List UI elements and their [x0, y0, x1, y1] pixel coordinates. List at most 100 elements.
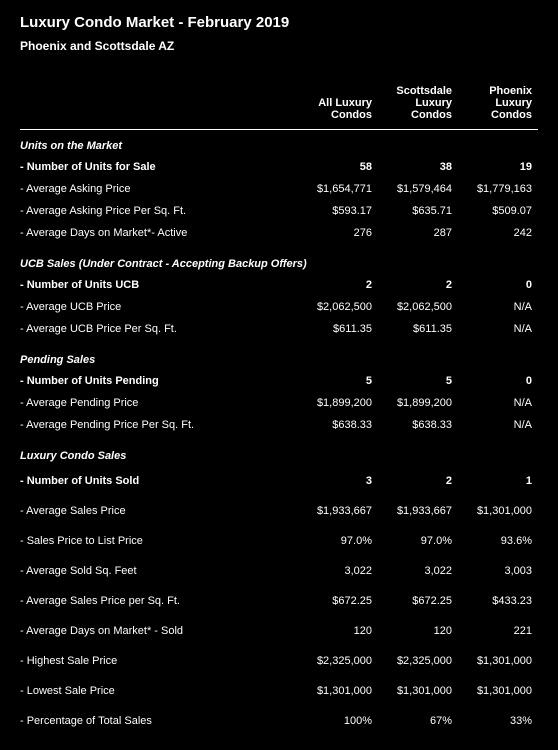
- table-row: - Average Asking Price Per Sq. Ft.$593.1…: [20, 200, 538, 222]
- cell-value: $509.07: [458, 200, 538, 222]
- row-label: - Average Asking Price: [20, 178, 298, 200]
- cell-value: $2,325,000: [378, 646, 458, 676]
- table-row: - Average Days on Market* - Sold12012022…: [20, 616, 538, 646]
- section-header: Luxury Condo Sales: [20, 436, 538, 466]
- cell-value: N/A: [458, 296, 538, 318]
- cell-value: $635.71: [378, 200, 458, 222]
- table-row: - Number of Units Sold321: [20, 466, 538, 496]
- row-label: - Number of Units UCB: [20, 274, 298, 296]
- cell-value: $2,325,000: [298, 646, 378, 676]
- table-row: - Average Pending Price Per Sq. Ft.$638.…: [20, 414, 538, 436]
- cell-value: 3,003: [458, 556, 538, 586]
- cell-value: 3,022: [378, 556, 458, 586]
- cell-value: 58: [298, 156, 378, 178]
- table-row: - Number of Units Pending550: [20, 370, 538, 392]
- cell-value: $1,779,163: [458, 178, 538, 200]
- table-row: - Average Asking Price$1,654,771$1,579,4…: [20, 178, 538, 200]
- cell-value: 242: [458, 222, 538, 244]
- cell-value: N/A: [458, 414, 538, 436]
- section-title: UCB Sales (Under Contract - Accepting Ba…: [20, 244, 538, 274]
- cell-value: $1,301,000: [378, 676, 458, 706]
- cell-value: $1,654,771: [298, 178, 378, 200]
- cell-value: $611.35: [378, 318, 458, 340]
- cell-value: $433.23: [458, 586, 538, 616]
- cell-value: 120: [298, 616, 378, 646]
- cell-value: 3,022: [298, 556, 378, 586]
- row-label: - Average Pending Price Per Sq. Ft.: [20, 414, 298, 436]
- cell-value: 19: [458, 156, 538, 178]
- cell-value: $2,062,500: [378, 296, 458, 318]
- cell-value: 97.0%: [298, 526, 378, 556]
- cell-value: $1,301,000: [458, 496, 538, 526]
- cell-value: 3: [298, 466, 378, 496]
- row-label: - Number of Units for Sale: [20, 156, 298, 178]
- cell-value: N/A: [458, 392, 538, 414]
- cell-value: $2,062,500: [298, 296, 378, 318]
- cell-value: 5: [378, 370, 458, 392]
- cell-value: 100%: [298, 706, 378, 736]
- cell-value: 5: [298, 370, 378, 392]
- cell-value: N/A: [458, 318, 538, 340]
- cell-value: 221: [458, 616, 538, 646]
- cell-value: $638.33: [298, 414, 378, 436]
- row-label: - Sales Price to List Price: [20, 526, 298, 556]
- table-row: - Average UCB Price Per Sq. Ft.$611.35$6…: [20, 318, 538, 340]
- cell-value: 0: [458, 274, 538, 296]
- column-header: Scottsdale Luxury Condos: [378, 81, 458, 130]
- row-label: - Lowest Sale Price: [20, 676, 298, 706]
- column-header: All Luxury Condos: [298, 81, 378, 130]
- row-label: - Average Sales Price: [20, 496, 298, 526]
- cell-value: 2: [298, 274, 378, 296]
- table-row: - Average UCB Price$2,062,500$2,062,500N…: [20, 296, 538, 318]
- page-title: Luxury Condo Market - February 2019: [20, 14, 538, 31]
- cell-value: 120: [378, 616, 458, 646]
- table-header-row: All Luxury Condos Scottsdale Luxury Cond…: [20, 81, 538, 130]
- table-row: - Percentage of Total Sales100%67%33%: [20, 706, 538, 736]
- table-row: - Average Sales Price$1,933,667$1,933,66…: [20, 496, 538, 526]
- cell-value: 67%: [378, 706, 458, 736]
- cell-value: $1,301,000: [298, 676, 378, 706]
- table-row: - Lowest Sale Price$1,301,000$1,301,000$…: [20, 676, 538, 706]
- cell-value: $611.35: [298, 318, 378, 340]
- row-label: - Average UCB Price: [20, 296, 298, 318]
- section-header: UCB Sales (Under Contract - Accepting Ba…: [20, 244, 538, 274]
- cell-value: $672.25: [298, 586, 378, 616]
- header-spacer: [20, 81, 298, 130]
- row-label: - Average Days on Market*- Active: [20, 222, 298, 244]
- row-label: - Average Asking Price Per Sq. Ft.: [20, 200, 298, 222]
- cell-value: 276: [298, 222, 378, 244]
- cell-value: $593.17: [298, 200, 378, 222]
- cell-value: $1,899,200: [378, 392, 458, 414]
- cell-value: 2: [378, 466, 458, 496]
- table-row: - Number of Units for Sale583819: [20, 156, 538, 178]
- cell-value: 33%: [458, 706, 538, 736]
- cell-value: $1,899,200: [298, 392, 378, 414]
- cell-value: 97.0%: [378, 526, 458, 556]
- page-subtitle: Phoenix and Scottsdale AZ: [20, 39, 538, 53]
- cell-value: $1,579,464: [378, 178, 458, 200]
- row-label: - Average Sales Price per Sq. Ft.: [20, 586, 298, 616]
- column-header: Phoenix Luxury Condos: [458, 81, 538, 130]
- cell-value: $638.33: [378, 414, 458, 436]
- cell-value: $672.25: [378, 586, 458, 616]
- section-title: Units on the Market: [20, 130, 538, 157]
- cell-value: 2: [378, 274, 458, 296]
- cell-value: 38: [378, 156, 458, 178]
- section-header: Units on the Market: [20, 130, 538, 157]
- row-label: - Highest Sale Price: [20, 646, 298, 676]
- cell-value: $1,933,667: [378, 496, 458, 526]
- section-title: Pending Sales: [20, 340, 538, 370]
- table-row: - Number of Units UCB220: [20, 274, 538, 296]
- market-table: All Luxury Condos Scottsdale Luxury Cond…: [20, 81, 538, 736]
- row-label: - Average UCB Price Per Sq. Ft.: [20, 318, 298, 340]
- cell-value: 287: [378, 222, 458, 244]
- row-label: - Average Sold Sq. Feet: [20, 556, 298, 586]
- cell-value: 1: [458, 466, 538, 496]
- cell-value: $1,301,000: [458, 676, 538, 706]
- cell-value: $1,933,667: [298, 496, 378, 526]
- row-label: - Average Pending Price: [20, 392, 298, 414]
- row-label: - Number of Units Pending: [20, 370, 298, 392]
- table-row: - Average Sold Sq. Feet3,0223,0223,003: [20, 556, 538, 586]
- cell-value: 0: [458, 370, 538, 392]
- table-row: - Highest Sale Price$2,325,000$2,325,000…: [20, 646, 538, 676]
